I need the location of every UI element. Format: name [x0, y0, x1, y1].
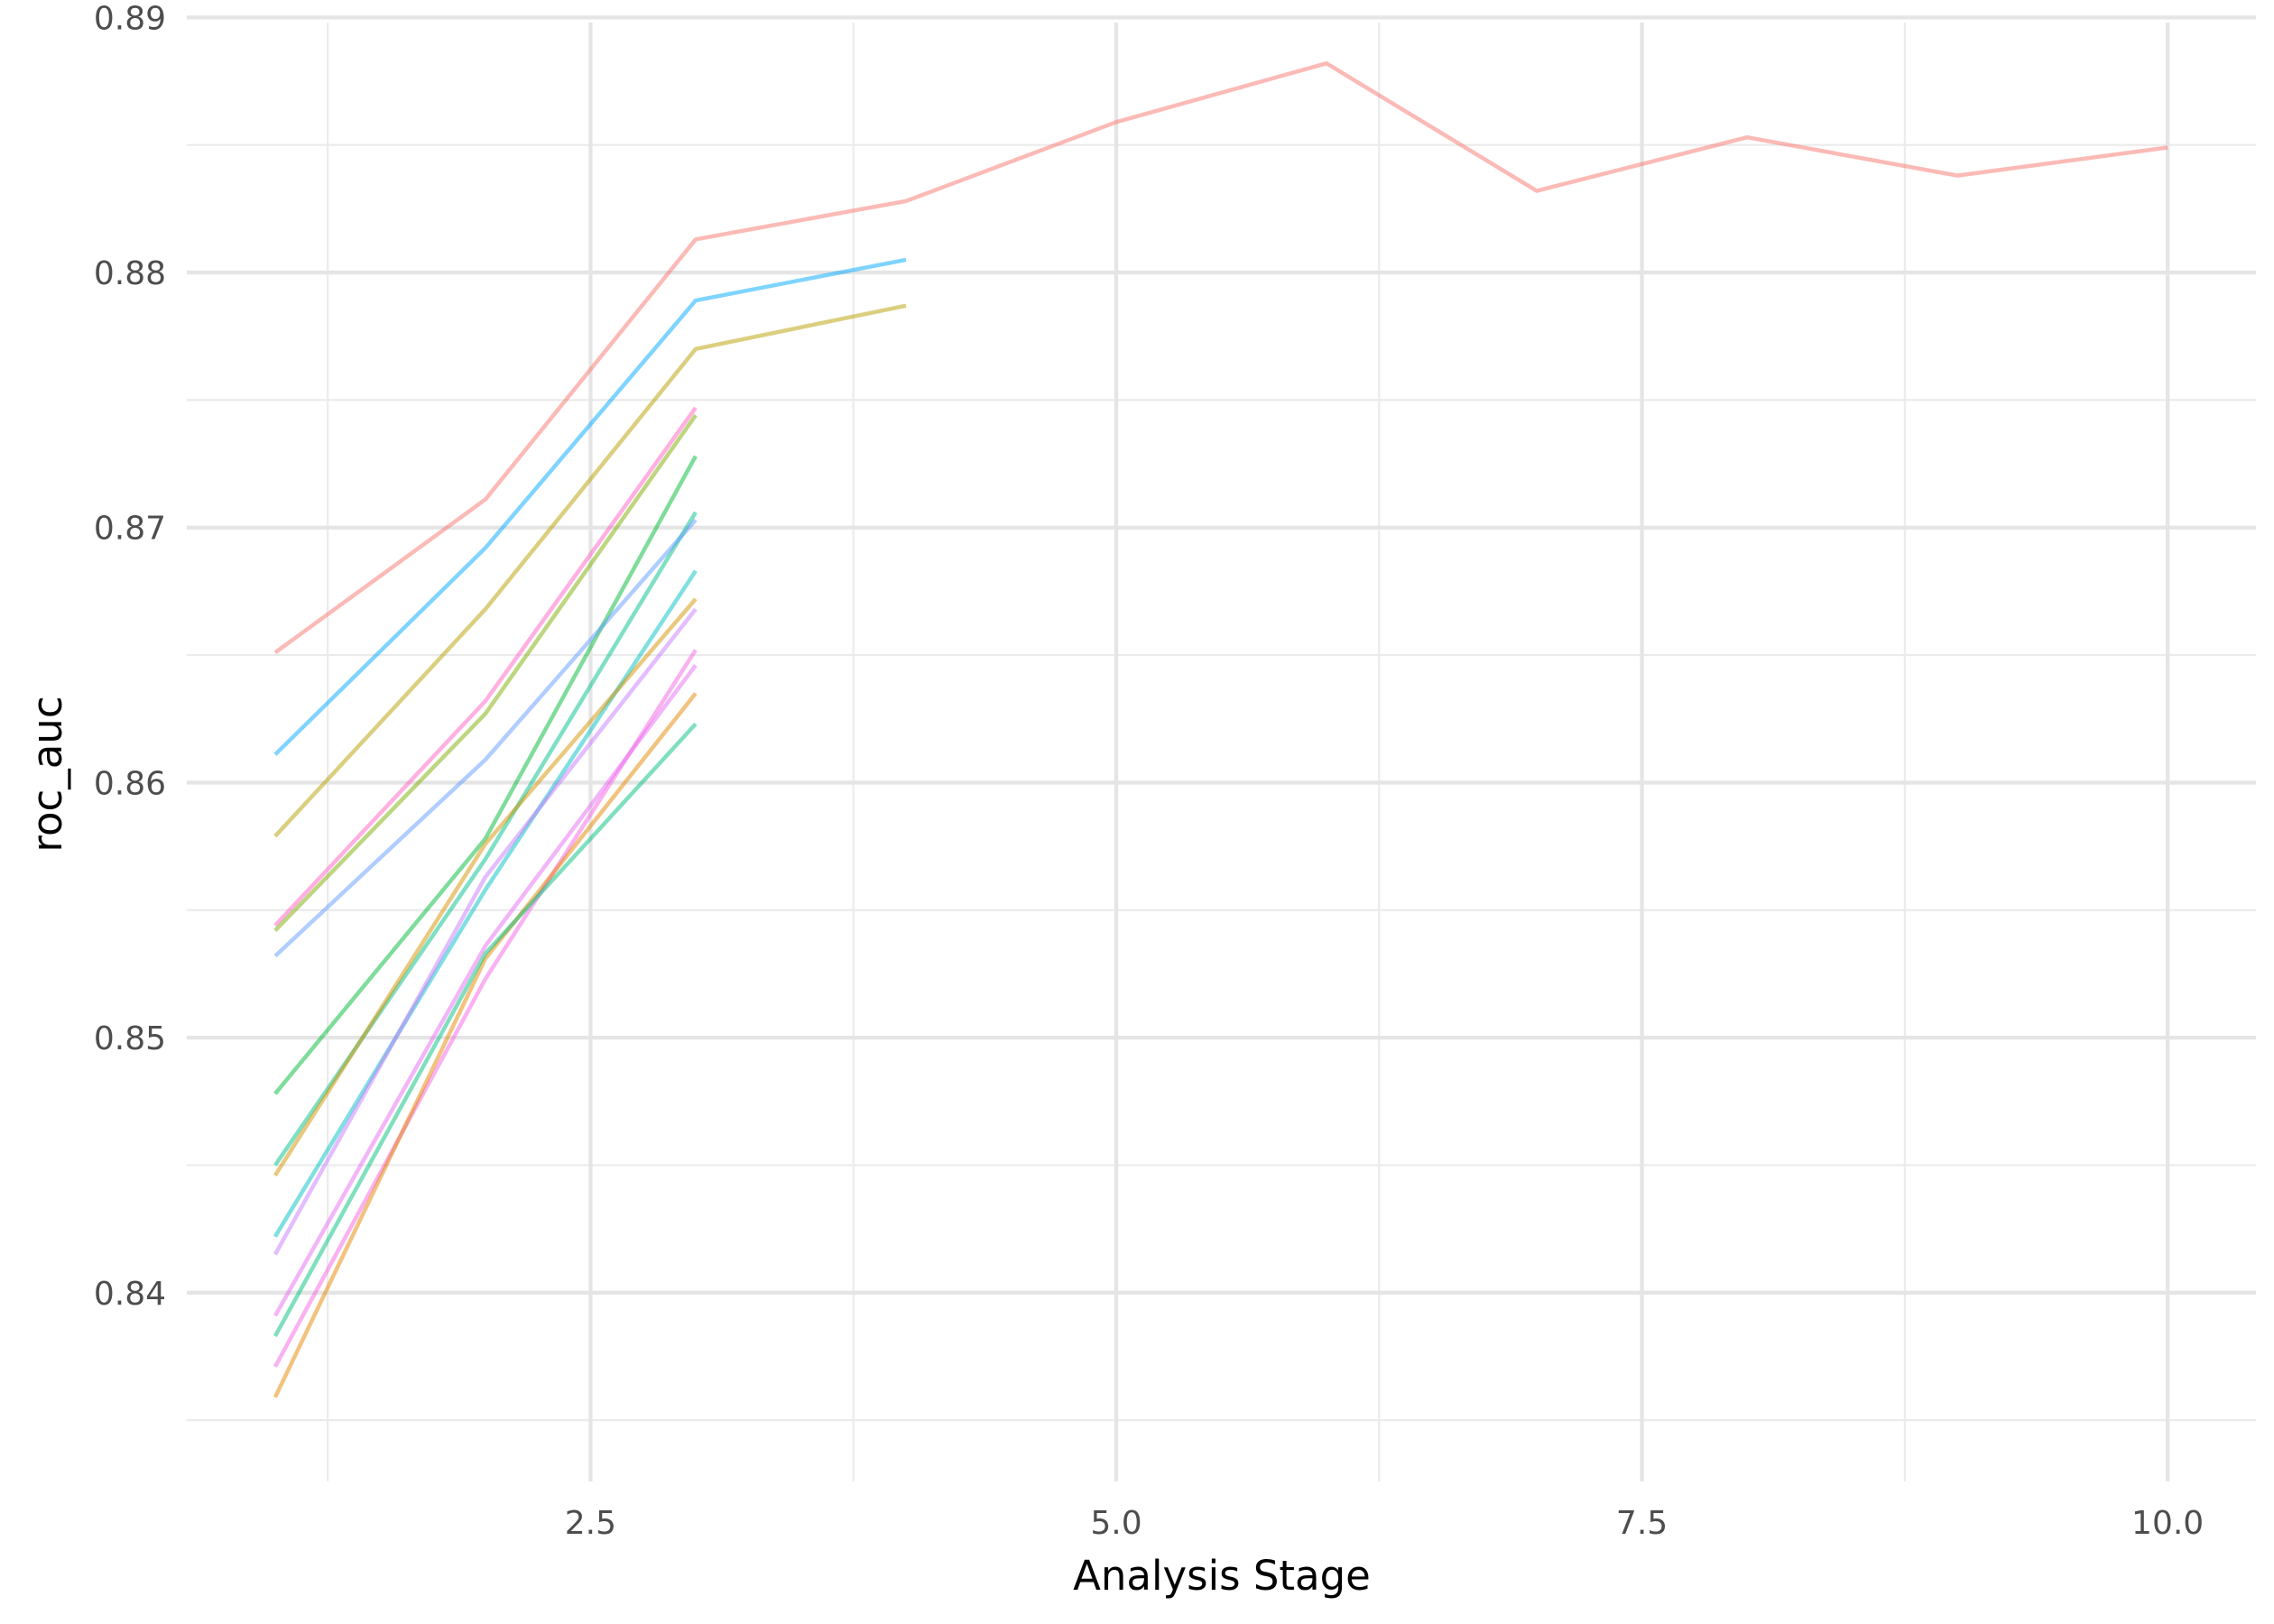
series-line-9	[273, 518, 698, 958]
x-tick-label: 5.0	[1090, 1505, 1142, 1542]
series-line-15	[273, 722, 698, 1337]
series-line-2	[273, 257, 907, 756]
series-line-14	[273, 692, 698, 1398]
series-line-13	[273, 664, 698, 1317]
series-line-6	[273, 455, 698, 1095]
y-axis-title: roc_auc	[23, 696, 71, 852]
series-line-11	[273, 607, 698, 1256]
series-line-5	[273, 414, 698, 932]
major-gridlines	[187, 15, 2256, 1481]
series-line-10	[273, 597, 698, 1177]
series-line-3	[273, 303, 907, 838]
x-tick-label: 2.5	[565, 1505, 616, 1542]
y-tick-label: 0.89	[94, 0, 166, 37]
y-tick-label: 0.85	[94, 1020, 166, 1057]
x-tick-label: 7.5	[1616, 1505, 1668, 1542]
y-tick-label: 0.84	[94, 1276, 166, 1313]
x-tick-label: 10.0	[2131, 1505, 2204, 1542]
series-line-8	[273, 569, 698, 1238]
series-line-1	[273, 60, 2168, 655]
y-tick-label: 0.86	[94, 765, 166, 802]
y-tick-label: 0.87	[94, 511, 166, 548]
y-axis-tick-labels: 0.84 0.85 0.86 0.87 0.88 0.89	[94, 0, 166, 1312]
series-line-4	[273, 406, 698, 927]
x-axis-tick-labels: 2.5 5.0 7.5 10.0	[565, 1505, 2204, 1542]
series-lines	[273, 60, 2168, 1398]
y-tick-label: 0.88	[94, 255, 166, 292]
x-axis-title: Analysis Stage	[1073, 1552, 1371, 1600]
